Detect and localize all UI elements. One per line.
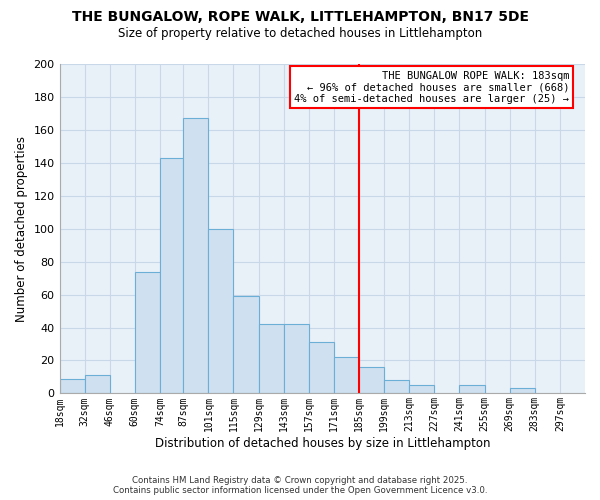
Text: Contains HM Land Registry data © Crown copyright and database right 2025.
Contai: Contains HM Land Registry data © Crown c… xyxy=(113,476,487,495)
Bar xyxy=(259,324,284,394)
Bar xyxy=(233,296,259,394)
Text: THE BUNGALOW ROPE WALK: 183sqm
← 96% of detached houses are smaller (668)
4% of : THE BUNGALOW ROPE WALK: 183sqm ← 96% of … xyxy=(294,70,569,104)
Bar xyxy=(460,385,485,394)
Text: THE BUNGALOW, ROPE WALK, LITTLEHAMPTON, BN17 5DE: THE BUNGALOW, ROPE WALK, LITTLEHAMPTON, … xyxy=(71,10,529,24)
Bar xyxy=(359,367,384,394)
Bar xyxy=(384,380,409,394)
Bar xyxy=(208,228,233,394)
Bar xyxy=(334,357,359,394)
Bar xyxy=(284,324,309,394)
Bar xyxy=(135,272,160,394)
X-axis label: Distribution of detached houses by size in Littlehampton: Distribution of detached houses by size … xyxy=(155,437,490,450)
Bar xyxy=(309,342,334,394)
Bar xyxy=(183,118,208,394)
Bar xyxy=(59,378,85,394)
Bar xyxy=(509,388,535,394)
Bar xyxy=(160,158,183,394)
Bar xyxy=(409,385,434,394)
Text: Size of property relative to detached houses in Littlehampton: Size of property relative to detached ho… xyxy=(118,28,482,40)
Bar xyxy=(85,376,110,394)
Y-axis label: Number of detached properties: Number of detached properties xyxy=(15,136,28,322)
